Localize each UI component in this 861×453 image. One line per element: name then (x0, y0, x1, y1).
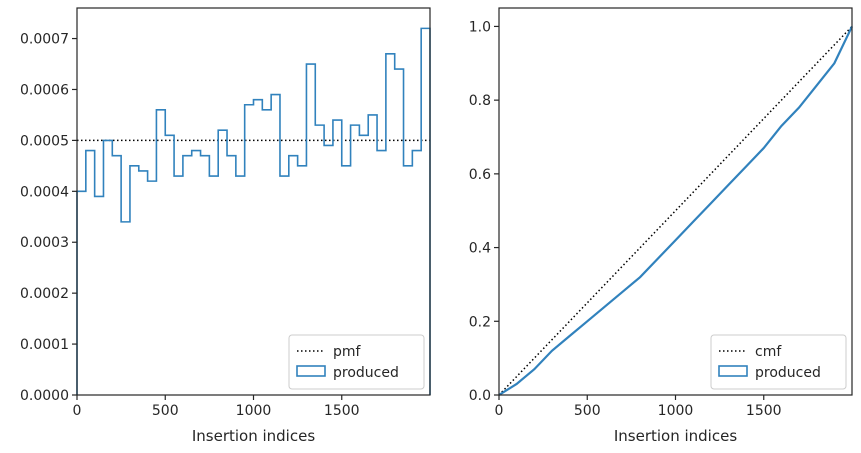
produced-cumulative-line (498, 25, 853, 396)
x-tick-label: 0 (73, 403, 82, 419)
y-tick-label: 0.6 (469, 167, 491, 183)
legend-produced-swatch (296, 365, 326, 377)
y-tick-label: 0.8 (469, 93, 491, 109)
y-tick-label: 0.2 (469, 314, 491, 330)
y-tick-label: 0.4 (469, 241, 491, 257)
x-axis-label: Insertion indices (192, 427, 315, 445)
x-axis-label: Insertion indices (614, 427, 737, 445)
produced-histogram-step (76, 27, 431, 395)
x-tick-label: 0 (495, 403, 504, 419)
y-tick-label: 0.0006 (20, 82, 69, 98)
x-tick-label: 1000 (236, 403, 272, 419)
cmf-line-panel: 0 500 1000 1500 0.0 0.2 0.4 0.6 0.8 1.0 Insertion … (469, 7, 853, 445)
y-tick-label: 0.0001 (20, 337, 69, 353)
y-tick-label: 0.0 (469, 388, 491, 404)
legend-reference-label: pmf (333, 344, 362, 360)
legend-produced-swatch (718, 365, 748, 377)
y-tick-label: 0.0003 (20, 235, 69, 251)
pmf-histogram-panel: 0 500 1000 1500 0.0000 0.0001 0.0002 0.0003 0.00… (20, 7, 431, 445)
legend-produced-label: produced (755, 365, 821, 381)
x-tick-label: 500 (574, 403, 601, 419)
y-tick-label: 0.0007 (20, 32, 69, 48)
y-tick-label: 0.0000 (20, 388, 69, 404)
cmf-reference-line (498, 25, 853, 396)
y-tick-label: 0.0002 (20, 286, 69, 302)
y-tick-label: 0.0004 (20, 184, 69, 200)
x-tick-label: 1500 (746, 403, 782, 419)
x-tick-label: 500 (152, 403, 179, 419)
y-tick-label: 0.0005 (20, 133, 69, 149)
x-tick-label: 1000 (658, 403, 694, 419)
y-tick-label: 1.0 (469, 19, 491, 35)
legend-produced-label: produced (333, 365, 399, 381)
x-tick-label: 1500 (324, 403, 360, 419)
legend-reference-label: cmf (755, 344, 782, 360)
